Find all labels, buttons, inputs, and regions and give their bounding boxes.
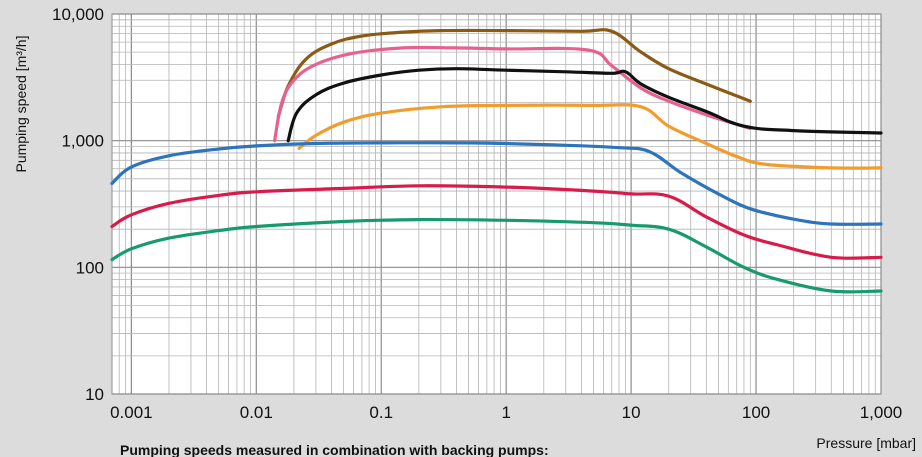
y-tick-label: 10 [85,385,104,404]
plot-border [111,13,882,395]
x-tick-label: 0.001 [110,403,153,422]
x-tick-label: 1,000 [860,403,903,422]
series-line-3 [286,67,883,143]
y-axis-title: Pumping speed [m³/h] [13,36,29,173]
series-line-6 [110,184,883,260]
x-axis-title: Pressure [mbar] [816,435,916,451]
x-tick-label: 1 [501,403,510,422]
footnote: Pumping speeds measured in combination w… [120,442,549,457]
y-tick-label: 1,000 [61,132,104,151]
series-group [110,28,883,294]
x-tick-labels: 0.001 0.01 0.1 1 10 100 1,000 [110,403,902,422]
x-tick-label: 10 [622,403,641,422]
y-tick-label: 100 [76,258,104,277]
series-line-7 [110,217,883,294]
x-tick-label: 0.1 [369,403,393,422]
series-line-1 [276,28,752,119]
x-tick-label: 0.01 [240,403,273,422]
plot-area [112,14,881,394]
y-tick-labels: 10 100 1,000 10,000 [52,5,104,404]
series-line-4 [297,103,883,170]
x-tick-label: 100 [742,403,770,422]
series-line-2 [273,45,752,143]
grid [111,13,882,395]
series-line-5 [110,141,883,226]
y-tick-label: 10,000 [52,5,104,24]
